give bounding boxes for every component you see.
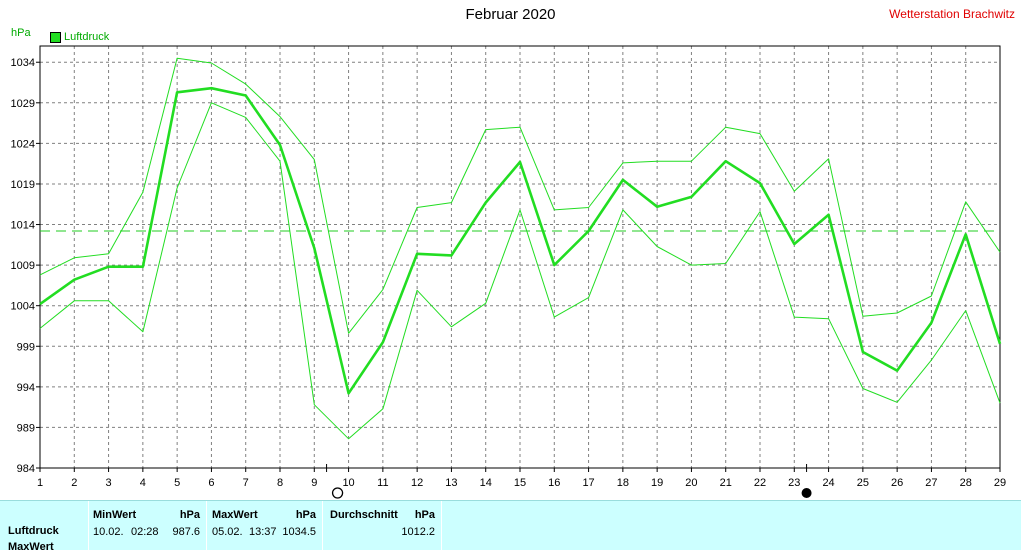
series-max-line xyxy=(39,57,1001,334)
series-min-line xyxy=(39,102,1001,440)
x-tick-label: 15 xyxy=(514,477,526,489)
x-tick-label: 8 xyxy=(277,477,283,489)
x-tick-label: 13 xyxy=(445,477,457,489)
legend-label: Luftdruck xyxy=(64,31,110,43)
min-unit: hPa xyxy=(179,509,200,521)
x-tick-label: 16 xyxy=(548,477,560,489)
y-tick-label: 1009 xyxy=(11,260,35,272)
stats-panel: Luftdruck MaxWert MinWert hPa 10.02. 02:… xyxy=(0,500,1021,553)
x-tick-label: 25 xyxy=(857,477,869,489)
max-value: 1034.5 xyxy=(282,526,316,538)
x-tick-label: 26 xyxy=(891,477,903,489)
y-tick-label: 1024 xyxy=(11,138,35,150)
max-header: MaxWert xyxy=(212,509,258,521)
x-tick-label: 1 xyxy=(37,477,43,489)
x-tick-label: 28 xyxy=(960,477,972,489)
x-tick-label: 12 xyxy=(411,477,423,489)
y-tick-label: 1034 xyxy=(11,57,35,69)
x-tick-label: 7 xyxy=(243,477,249,489)
avg-value: 1012.2 xyxy=(401,526,435,538)
legend-swatch xyxy=(50,31,61,43)
min-date: 10.02. xyxy=(93,526,124,538)
legend: Luftdruck xyxy=(50,31,109,43)
y-tick-label: 999 xyxy=(17,341,35,353)
x-tick-label: 14 xyxy=(480,477,492,489)
x-tick-label: 21 xyxy=(720,477,732,489)
x-tick-label: 10 xyxy=(342,477,354,489)
pressure-chart: 9849899949991004100910141019102410291034… xyxy=(11,45,1006,499)
y-tick-label: 984 xyxy=(17,463,35,475)
x-tick-label: 19 xyxy=(651,477,663,489)
series-mean-line xyxy=(39,86,1002,395)
x-tick-label: 24 xyxy=(822,477,834,489)
y-axis-unit: hPa xyxy=(11,27,31,39)
min-header: MinWert xyxy=(93,509,137,521)
min-time: 02:28 xyxy=(131,526,159,538)
y-tick-label: 994 xyxy=(17,382,35,394)
stats-max-cell: MaxWert hPa 05.02. 13:37 1034.5 xyxy=(207,501,323,550)
x-tick-label: 18 xyxy=(617,477,629,489)
x-tick-label: 17 xyxy=(582,477,594,489)
x-tick-label: 4 xyxy=(140,477,146,489)
plot-border xyxy=(39,45,1001,469)
max-time: 13:37 xyxy=(249,526,277,538)
x-tick-label: 2 xyxy=(71,477,77,489)
stats-avg-cell: Durchschnitt hPa 1012.2 xyxy=(323,501,442,550)
stats-row-label-2: MaxWert xyxy=(8,541,54,553)
avg-header: Durchschnitt xyxy=(330,509,398,521)
stats-label-cell: Luftdruck MaxWert xyxy=(0,501,89,553)
x-tick-label: 20 xyxy=(685,477,697,489)
new-moon-icon xyxy=(801,488,812,498)
y-tick-label: 989 xyxy=(17,422,35,434)
y-tick-label: 1019 xyxy=(11,179,35,191)
chart-title: Februar 2020 xyxy=(465,6,556,23)
x-tick-label: 11 xyxy=(377,477,388,489)
full-moon-icon xyxy=(331,487,344,499)
x-tick-label: 5 xyxy=(174,477,180,489)
avg-unit: hPa xyxy=(414,509,435,521)
y-tick-label: 1014 xyxy=(11,220,35,232)
max-date: 05.02. xyxy=(212,526,243,538)
x-tick-label: 23 xyxy=(788,477,800,489)
x-tick-label: 29 xyxy=(994,477,1006,489)
stats-row-label: Luftdruck xyxy=(8,525,59,537)
y-tick-label: 1004 xyxy=(11,301,35,313)
x-tick-label: 3 xyxy=(106,477,112,489)
y-tick-label: 1029 xyxy=(11,98,35,110)
station-name: Wetterstation Brachwitz xyxy=(889,7,1015,21)
max-unit: hPa xyxy=(295,509,316,521)
stats-min-cell: MinWert hPa 10.02. 02:28 987.6 xyxy=(88,501,207,550)
min-value: 987.6 xyxy=(172,526,200,538)
x-tick-label: 22 xyxy=(754,477,766,489)
x-tick-label: 9 xyxy=(311,477,317,489)
x-tick-label: 27 xyxy=(925,477,937,489)
x-tick-label: 6 xyxy=(208,477,214,489)
